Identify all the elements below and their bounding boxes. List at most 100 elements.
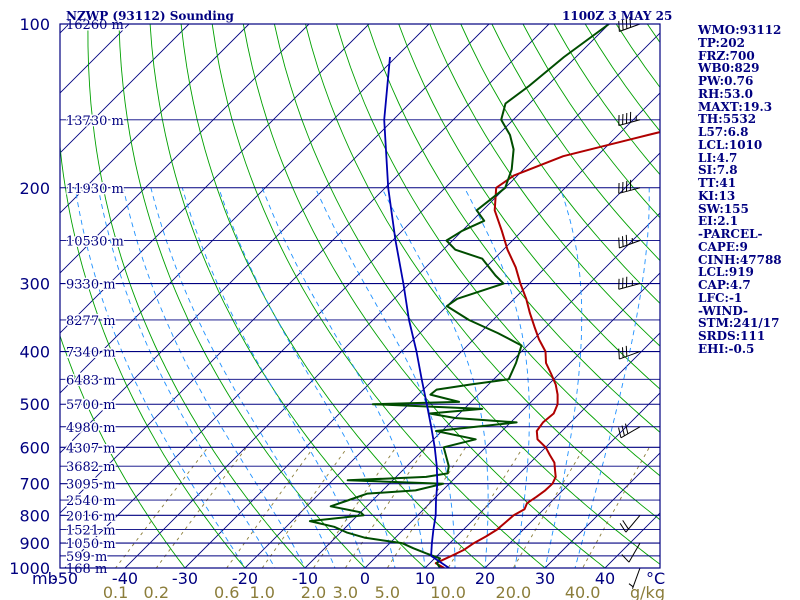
pressure-tick-label: 1000: [9, 559, 50, 578]
temperature-tick-label: 30: [535, 569, 555, 588]
isotherm-line: [244, 152, 660, 568]
mixing-ratio-label: 40.0: [565, 583, 601, 600]
height-label: 10530 m: [66, 234, 124, 249]
dry-adiabat-line: [429, 24, 660, 347]
temperature-tick-label: -20: [232, 569, 258, 588]
height-label: 3095 m: [66, 478, 116, 493]
sounding-index: MAXT:19.3: [698, 99, 773, 114]
wind-barb: [618, 234, 641, 249]
wind-barb: [618, 111, 641, 126]
mixing-ratio-label: 0.6: [214, 583, 239, 600]
sounding-index: LI:4.7: [698, 150, 738, 165]
isotherm-line: [424, 332, 660, 568]
wind-barb-feather: [618, 348, 620, 360]
pressure-tick-label: 500: [19, 395, 50, 414]
wind-barb-feather: [625, 345, 628, 357]
dry-adiabat-line: [180, 24, 486, 568]
wind-barb: [618, 179, 641, 194]
mixing-ratio-label: 2.0: [301, 583, 326, 600]
mixing-ratio-label: 0.1: [103, 583, 128, 600]
wind-barb: [618, 423, 641, 439]
dry-adiabat-line: [60, 334, 186, 568]
isotherm-line: [60, 24, 490, 454]
pressure-tick-label: 200: [19, 179, 50, 198]
wind-barbs: [618, 16, 641, 589]
moist-adiabat-line: [574, 187, 650, 568]
temperature-tick-label: 40: [595, 569, 615, 588]
mixing-ratio-label: 10.0: [430, 583, 466, 600]
sounding-index: FRZ:700: [698, 48, 755, 63]
sounding-index: -PARCEL-: [698, 227, 763, 241]
sounding-index: SRDS:111: [698, 329, 766, 343]
wind-barb-feather: [624, 423, 629, 434]
sounding-index: EI:2.1: [698, 214, 739, 229]
sounding-index: LFC:-1: [698, 290, 743, 305]
dry-adiabat-line: [211, 24, 546, 568]
sounding-index: EHI:-0.5: [698, 341, 755, 356]
chart-time: 1100Z 3 MAY 25: [562, 9, 672, 23]
mixing-ratio-label: 5.0: [375, 583, 400, 600]
dry-adiabat-line: [398, 24, 660, 390]
mixing-ratio-label: 0.2: [144, 583, 169, 600]
moist-adiabat-line: [314, 187, 456, 568]
mixing-ratio-line: [312, 447, 397, 568]
wind-barb-feather: [629, 16, 632, 28]
wind-barb-feather: [621, 425, 625, 436]
moist-adiabat-line: [181, 187, 366, 568]
sounding-index: PW:0.76: [698, 74, 754, 88]
isotherm-line: [60, 24, 310, 274]
isotherm-line: [184, 92, 660, 568]
wind-barb-feather: [621, 347, 624, 358]
temperature-profile: [434, 131, 660, 568]
mixing-ratio-line: [582, 447, 650, 568]
dry-adiabat-line: [273, 24, 660, 565]
wind-barb-feather: [622, 520, 629, 530]
wind-barb-feather: [621, 554, 630, 563]
dry-adiabat-line: [242, 24, 606, 568]
mixing-ratio-label: 3.0: [333, 583, 358, 600]
moist-adiabat-line: [381, 187, 489, 568]
wind-barb-staff: [625, 514, 641, 533]
height-label: 5700 m: [66, 398, 116, 413]
sounding-index: TP:202: [698, 35, 746, 50]
dewpoint-profile: [308, 24, 610, 568]
chart-title: NZWP (93112) Sounding: [66, 9, 234, 23]
mixing-ratio-line: [226, 447, 315, 568]
height-label: 2540 m: [66, 494, 116, 509]
wind-barb-half-feather: [628, 583, 634, 588]
height-label: 6483 m: [66, 373, 116, 388]
height-label: 8277 m: [66, 314, 116, 329]
dry-adiabat-line: [118, 24, 366, 568]
temperature-tick-label: -10: [292, 569, 318, 588]
temperature-unit-label: °C: [646, 569, 665, 588]
height-label: 168 m: [66, 562, 107, 577]
wind-barb: [621, 542, 641, 563]
chart-series: [308, 24, 660, 568]
dry-adiabat-line: [60, 141, 246, 568]
height-label: 9330 m: [66, 278, 116, 293]
wind-barb-staff: [619, 23, 641, 32]
sounding-index: L57:6.8: [698, 125, 749, 139]
sounding-index: WB0:829: [698, 61, 760, 76]
chart-grid: [60, 24, 660, 568]
pressure-tick-label: 700: [19, 475, 50, 494]
moist-adiabat-line: [218, 187, 396, 568]
height-label: 599 m: [66, 550, 107, 565]
sounding-index: SI:7.8: [698, 163, 738, 178]
isotherm-line: [60, 24, 430, 394]
isotherm-line: [544, 452, 660, 568]
isotherm-line: [364, 272, 660, 568]
mixing-ratio-label: 1.0: [249, 583, 274, 600]
sounding-index: WMO:93112: [698, 23, 782, 37]
height-label: 3682 m: [66, 460, 116, 475]
temperature-tick-label: 10: [415, 569, 435, 588]
chart-frame: [59, 23, 661, 569]
temperature-tick-label: 0: [360, 569, 370, 588]
height-label: 1521 m: [66, 524, 116, 539]
dry-adiabat-line: [336, 24, 660, 477]
dry-adiabat-line: [149, 24, 426, 568]
height-label: 2016 m: [66, 509, 116, 524]
mixing-ratio-label: 20.0: [496, 583, 532, 600]
wind-barb-feather: [625, 234, 628, 246]
